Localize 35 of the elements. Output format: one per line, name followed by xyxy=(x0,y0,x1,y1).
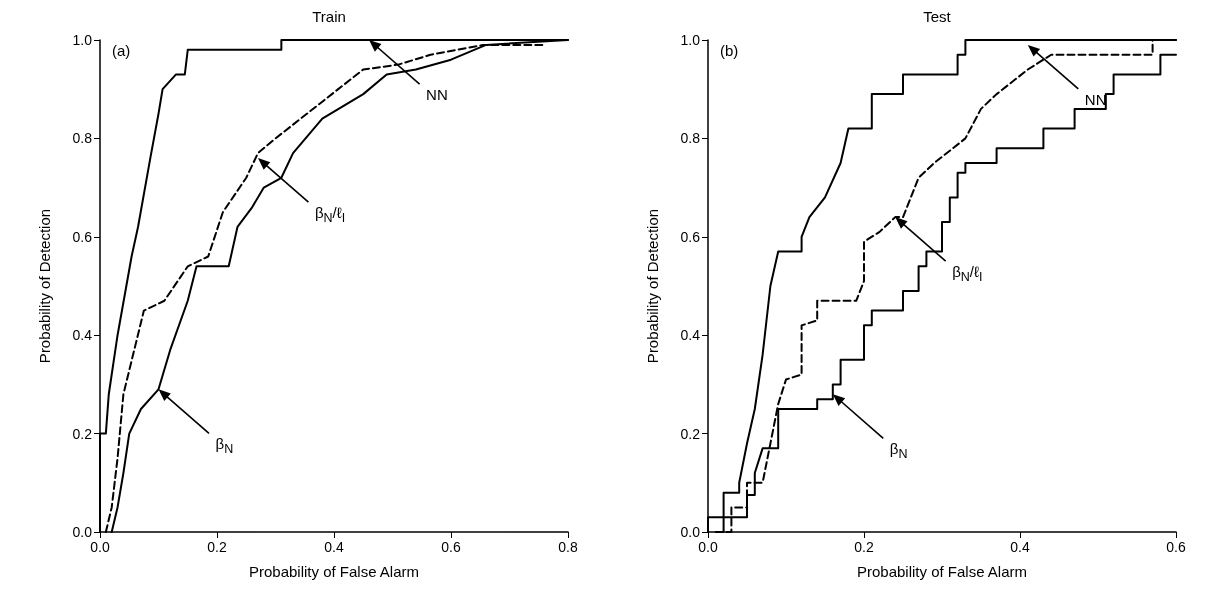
x-axis-title: Probability of False Alarm xyxy=(248,563,420,580)
y-tick-label: 0.4 xyxy=(72,327,93,344)
y-tick-label: 0.2 xyxy=(72,425,93,442)
annotation: β$_{N}$ xyxy=(889,440,908,462)
y-tick-label: 1.0 xyxy=(680,32,701,48)
annotation: β$_{N}$/ℓ$_{I}$ xyxy=(952,263,983,285)
y-tick-label: 1.0 xyxy=(72,32,93,48)
x-tick-label: 0.4 xyxy=(324,539,344,555)
y-tick-label: 0.4 xyxy=(680,327,701,344)
y-axis-title: Probability of Detection xyxy=(644,208,661,364)
x-tick-label: 0.0 xyxy=(90,539,110,555)
x-tick-label: 0.0 xyxy=(698,539,718,555)
annotation: β$_{N}$/ℓ$_{I}$ xyxy=(314,204,346,226)
annotation: NN xyxy=(426,86,448,103)
chart-title: Test xyxy=(923,8,952,25)
chart-title: Train xyxy=(312,8,346,25)
y-tick-label: 0.2 xyxy=(680,425,701,442)
annotation: β$_{N}$ xyxy=(215,435,234,457)
x-tick-label: 0.6 xyxy=(1166,539,1186,555)
x-tick-label: 0.4 xyxy=(1010,539,1030,555)
x-tick-label: 0.6 xyxy=(441,539,461,555)
y-tick-label: 0.8 xyxy=(72,130,93,147)
x-tick-label: 0.2 xyxy=(207,539,227,555)
x-axis-title: Probability of False Alarm xyxy=(856,563,1028,580)
y-tick-label: 0.6 xyxy=(680,228,701,245)
x-tick-label: 0.2 xyxy=(854,539,874,555)
y-tick-label: 0.8 xyxy=(680,130,701,147)
y-tick-label: 0.0 xyxy=(680,524,701,540)
annotation: (a) xyxy=(112,42,131,59)
y-axis-title: Probability of Detection xyxy=(36,208,53,364)
x-tick-label: 0.8 xyxy=(558,539,578,555)
annotation: NN xyxy=(1084,90,1107,108)
y-tick-label: 0.6 xyxy=(72,228,93,245)
y-tick-label: 0.0 xyxy=(72,524,93,540)
annotation: (b) xyxy=(720,42,739,59)
